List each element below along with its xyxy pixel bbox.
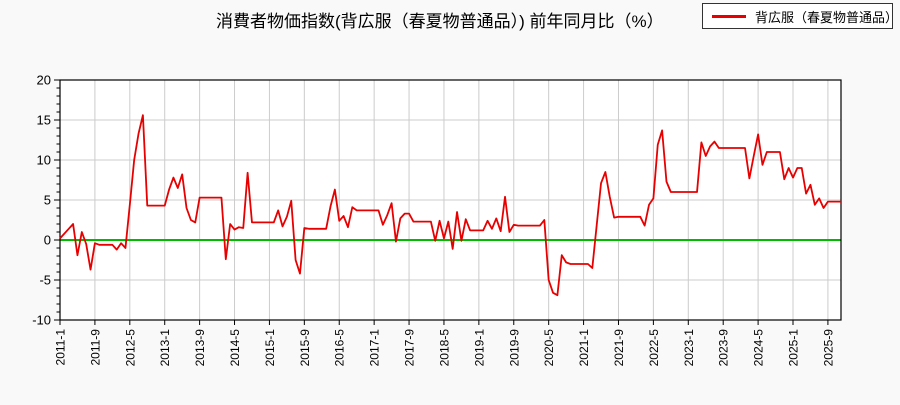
svg-text:2011-9: 2011-9 — [88, 329, 102, 366]
x-axis: 2011-1 2011-9 2012-5 2013-1 2013-9 2014-5 2015… — [54, 320, 835, 367]
svg-text:2022-5: 2022-5 — [647, 329, 661, 367]
svg-text:2015-1: 2015-1 — [263, 329, 277, 367]
legend[interactable]: 背広服（春夏物普通品） — [702, 3, 898, 29]
svg-text:20: 20 — [37, 73, 51, 88]
svg-text:2011-1: 2011-1 — [54, 329, 68, 366]
svg-text:2021-9: 2021-9 — [612, 329, 626, 367]
svg-text:5: 5 — [44, 193, 51, 208]
legend-series-label: 背広服（春夏物普通品） — [755, 9, 899, 25]
svg-text:2019-1: 2019-1 — [472, 329, 486, 367]
svg-text:2017-9: 2017-9 — [403, 329, 417, 367]
svg-text:2012-5: 2012-5 — [123, 329, 137, 367]
svg-text:2020-5: 2020-5 — [542, 329, 556, 367]
svg-text:0: 0 — [44, 233, 51, 248]
svg-text:2018-5: 2018-5 — [437, 329, 451, 367]
svg-text:2021-1: 2021-1 — [577, 329, 591, 367]
svg-text:-10: -10 — [32, 313, 51, 328]
svg-text:2025-9: 2025-9 — [821, 329, 835, 367]
svg-text:2023-9: 2023-9 — [717, 329, 731, 367]
svg-text:2019-9: 2019-9 — [507, 329, 521, 367]
svg-text:2015-9: 2015-9 — [298, 329, 312, 367]
svg-text:2023-1: 2023-1 — [682, 329, 696, 367]
svg-text:2013-9: 2013-9 — [193, 329, 207, 367]
svg-text:2014-5: 2014-5 — [228, 329, 242, 367]
svg-text:-5: -5 — [39, 273, 51, 288]
svg-text:2016-5: 2016-5 — [333, 329, 347, 367]
gridlines — [60, 80, 841, 320]
svg-text:2025-1: 2025-1 — [787, 329, 801, 367]
y-axis: -10 -5 0 5 10 15 20 — [32, 73, 60, 328]
svg-text:2017-1: 2017-1 — [368, 329, 382, 367]
legend-line-swatch-icon — [712, 14, 746, 18]
svg-text:10: 10 — [37, 153, 51, 168]
chart-title: 消費者物価指数(背広服（春夏物普通品）) 前年同月比（%） — [216, 12, 664, 31]
svg-text:2013-1: 2013-1 — [158, 329, 172, 367]
svg-text:15: 15 — [37, 113, 51, 128]
svg-text:2024-5: 2024-5 — [752, 329, 766, 367]
series-line — [59, 114, 841, 297]
